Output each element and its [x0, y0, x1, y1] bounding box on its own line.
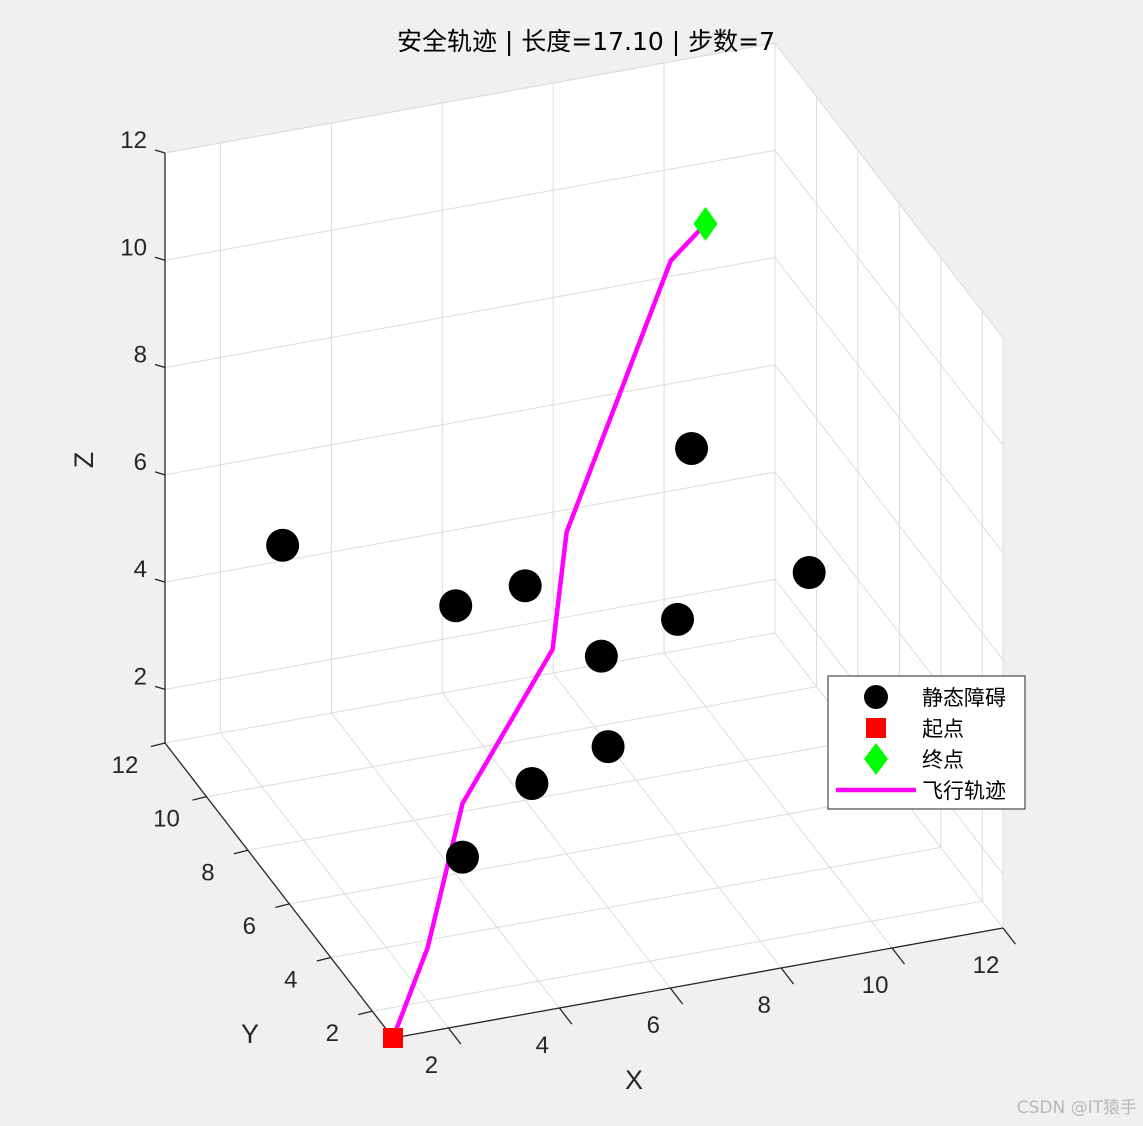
legend-box — [827, 675, 1026, 810]
y-tick-label: 12 — [112, 752, 139, 779]
x-tick-label: 12 — [973, 952, 1000, 979]
y-axis-label: Y — [241, 1019, 259, 1049]
obstacle-point — [439, 589, 473, 623]
grid-line-z-sidewall — [774, 149, 1004, 446]
axis-lines — [150, 149, 1016, 1045]
y-tick-mark — [192, 796, 207, 801]
grid-line-z-sidewall — [774, 364, 1004, 661]
z-tick-label: 4 — [134, 556, 147, 583]
x-axis-line — [392, 927, 1004, 1039]
grid-line-z-backwall — [164, 364, 776, 476]
grid-line-y-floor — [330, 847, 941, 959]
y-axis-line — [164, 742, 394, 1039]
x-tick-mark — [780, 967, 795, 985]
x-tick-label: 10 — [862, 972, 889, 999]
z-tick-label: 6 — [134, 449, 147, 476]
grid-line-x-floor — [330, 712, 560, 1009]
legend-entry-label: 飞行轨迹 — [922, 779, 1006, 803]
z-tick-label: 12 — [120, 127, 147, 154]
y-tick-label: 4 — [284, 967, 297, 994]
grid-line-x-floor — [220, 732, 449, 1029]
chart-title: 安全轨迹 | 长度=17.10 | 步数=7 — [397, 27, 775, 56]
grid-line-y-floor — [247, 739, 858, 851]
box-edge — [774, 42, 1004, 339]
legend-entry-label: 终点 — [922, 748, 964, 772]
z-tick-mark — [154, 149, 166, 154]
x-tick-mark — [1002, 927, 1016, 945]
z-tick-mark — [154, 685, 166, 690]
obstacle-point — [675, 431, 709, 465]
axes-back-planes — [165, 43, 1003, 1038]
y-tick-mark — [233, 849, 249, 855]
y-tick-mark — [275, 903, 290, 909]
obstacle-point — [591, 730, 625, 764]
flight-path-line — [390, 222, 708, 1039]
x-tick-label: 4 — [536, 1032, 549, 1059]
grid-line-y-floor — [206, 686, 817, 798]
grid-line-z-backwall — [164, 578, 776, 690]
legend-obstacle-symbol — [864, 685, 888, 709]
obstacle-point — [515, 766, 549, 800]
goal-point — [693, 206, 718, 241]
obstacle-point — [792, 556, 826, 590]
grid-line-x-floor — [663, 652, 893, 949]
z-tick-mark — [154, 363, 166, 369]
obstacle-point — [584, 639, 618, 673]
floor-plane — [165, 633, 1003, 1038]
x-tick-label: 8 — [758, 992, 771, 1019]
legend-entry-label: 起点 — [922, 717, 964, 741]
y-tick-label: 6 — [243, 913, 256, 940]
z-axis-label: Z — [69, 452, 99, 469]
grid-line-y-floor — [289, 793, 900, 905]
tick-labels: 2 4 6 8 10 12 2 4 6 8 10 12 2 4 6 8 10 12 — [112, 127, 1000, 1079]
x-tick-mark — [447, 1027, 462, 1045]
grid-line-y-floor — [372, 900, 983, 1012]
obstacle-point — [508, 569, 542, 603]
plot-area — [266, 206, 826, 1048]
y-tick-label: 8 — [201, 859, 214, 886]
obstacle-point — [445, 840, 479, 874]
y-tick-mark — [358, 1010, 373, 1016]
x-tick-mark — [669, 987, 684, 1005]
obstacle-point — [661, 602, 695, 636]
box-edge — [164, 42, 776, 154]
back-wall-plane — [165, 43, 775, 743]
legend-entry-label: 静态障碍 — [922, 686, 1006, 710]
x-tick-label: 2 — [425, 1052, 438, 1079]
grid-line-y-floor — [164, 632, 776, 744]
grid-line-x-floor — [441, 692, 671, 989]
z-tick-label: 10 — [120, 234, 147, 261]
z-tick-mark — [154, 471, 166, 476]
grid-line-z-backwall — [164, 471, 776, 583]
start-point — [383, 1028, 403, 1048]
y-tick-mark — [316, 956, 331, 962]
z-tick-mark — [154, 578, 166, 583]
y-tick-mark — [150, 742, 166, 748]
x-tick-mark — [558, 1007, 573, 1025]
x-tick-mark — [891, 947, 906, 965]
y-tick-label: 10 — [153, 806, 180, 833]
legend-goal-symbol — [864, 743, 888, 775]
grid-line-z-backwall — [164, 149, 776, 261]
x-axis-label: X — [625, 1065, 643, 1095]
z-tick-label: 8 — [134, 342, 147, 369]
legend-start-symbol — [866, 718, 886, 738]
grid-lines — [164, 42, 1004, 1029]
watermark: CSDN @IT猿手 — [1016, 1098, 1137, 1118]
grid-line-x-floor — [552, 672, 782, 969]
grid-line-z-backwall — [164, 257, 776, 369]
y-tick-label: 2 — [326, 1020, 339, 1047]
obstacle-point — [266, 528, 300, 562]
z-tick-label: 2 — [134, 663, 147, 690]
grid-line-z-sidewall — [774, 257, 1004, 553]
x-tick-label: 6 — [647, 1012, 660, 1039]
z-tick-mark — [154, 256, 166, 261]
